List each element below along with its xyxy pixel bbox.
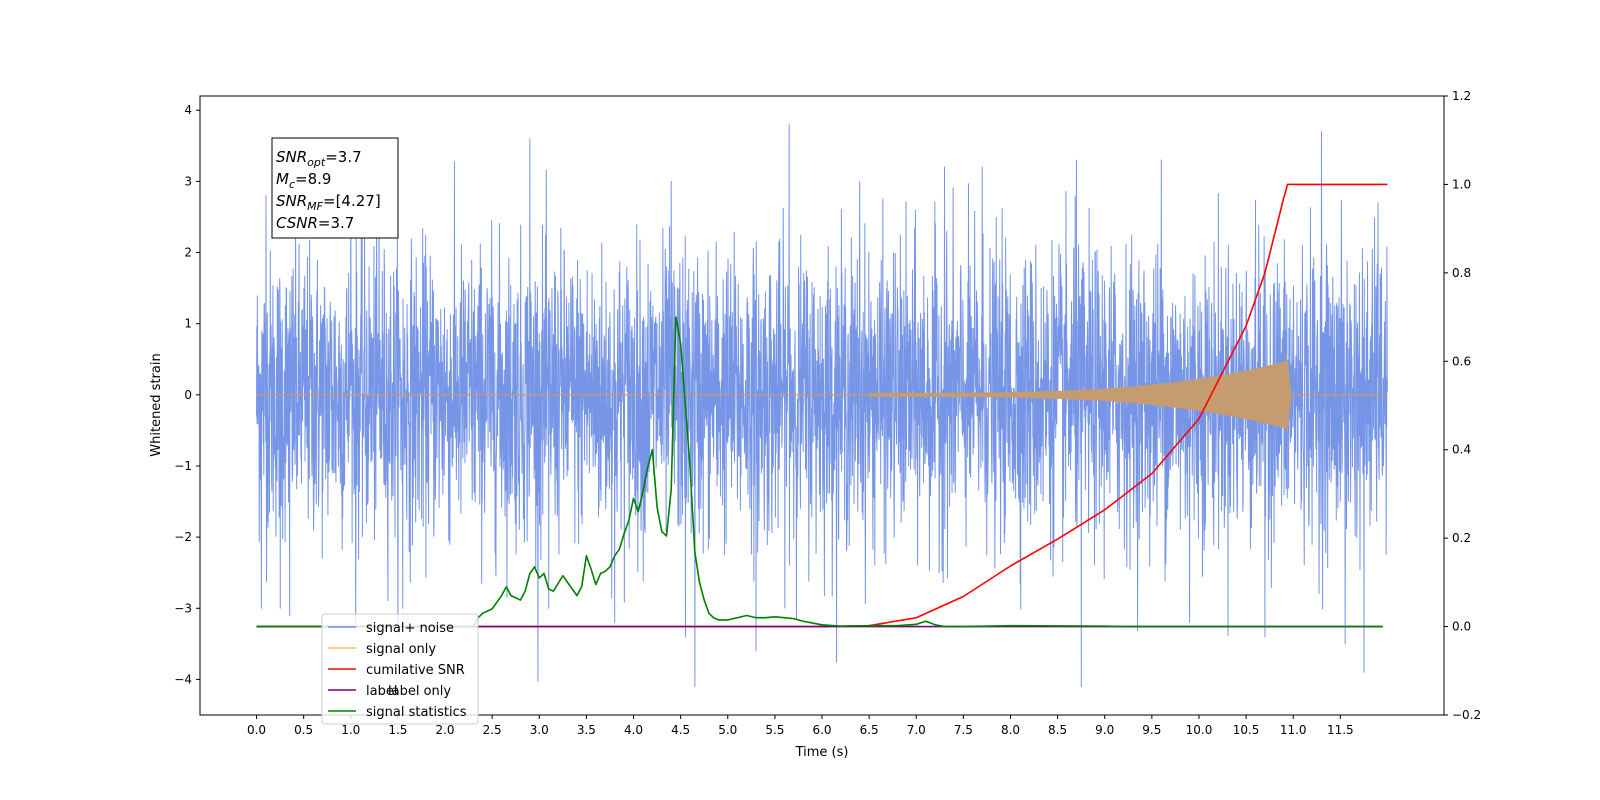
x-tick-label: 2.0 bbox=[435, 723, 454, 737]
x-tick-label: 10.5 bbox=[1233, 723, 1260, 737]
annotation-symbol: SNR bbox=[276, 192, 307, 210]
series-line-cumilative-snr bbox=[256, 183, 1388, 628]
annotation-line: SNRMF=[4.27] bbox=[276, 192, 381, 213]
legend-frame bbox=[321, 613, 479, 725]
x-tick-label: 5.0 bbox=[718, 723, 737, 737]
x-tick-label: 11.0 bbox=[1280, 723, 1307, 737]
x-tick-label: 1.0 bbox=[341, 723, 360, 737]
x-tick-label: 6.0 bbox=[812, 723, 831, 737]
x-tick-label: 4.5 bbox=[671, 723, 690, 737]
y-tick-label-right: 0.6 bbox=[1452, 354, 1471, 368]
x-tick-label: 3.0 bbox=[530, 723, 549, 737]
x-tick-label: 0.0 bbox=[247, 723, 266, 737]
legend: label only signal+ noise signal only cumila… bbox=[321, 613, 479, 725]
legend-entry-label: signal+ noise bbox=[366, 621, 454, 636]
x-tick-label: 7.5 bbox=[954, 723, 973, 737]
y-tick-label: −2 bbox=[174, 530, 192, 544]
y-tick-label-right: 0.0 bbox=[1452, 620, 1471, 634]
annotation-value: =3.7 bbox=[325, 148, 361, 166]
series-line-signal-statistics bbox=[256, 316, 1383, 628]
y-tick-label: 4 bbox=[184, 103, 192, 117]
x-tick-label: 10.0 bbox=[1186, 723, 1213, 737]
annotation-line: CSNR=3.7 bbox=[276, 214, 354, 232]
x-tick-label: 7.0 bbox=[907, 723, 926, 737]
annotation-subscript: c bbox=[289, 178, 295, 191]
x-axis-label: Time (s) bbox=[795, 745, 849, 760]
y-axis-left: −4 −3 −2 −1 0 1 2 3 4 bbox=[174, 103, 200, 686]
x-axis: 0.0 0.5 1.0 1.5 2.0 2.5 3.0 3.5 4.0 4.5 5.0 5.5 6.0 6… bbox=[247, 715, 1354, 737]
y-tick-label: −1 bbox=[174, 459, 192, 473]
annotation-line: SNRopt=3.7 bbox=[276, 148, 362, 169]
annotation-value: =3.7 bbox=[318, 214, 354, 232]
x-tick-label: 9.0 bbox=[1095, 723, 1114, 737]
y-tick-label-right: 1.2 bbox=[1452, 89, 1471, 103]
x-tick-label: 8.0 bbox=[1001, 723, 1020, 737]
y-tick-label-right: 0.4 bbox=[1452, 443, 1471, 457]
y-axis-label: Whitened strain bbox=[149, 353, 164, 456]
y-tick-label: −3 bbox=[174, 601, 192, 615]
y-tick-label-right: 0.2 bbox=[1452, 531, 1471, 545]
series-line-signal-only bbox=[256, 354, 1388, 433]
legend-entry-label: signal only bbox=[366, 642, 436, 657]
x-tick-label: 11.5 bbox=[1327, 723, 1354, 737]
y-tick-label: 2 bbox=[184, 246, 192, 260]
annotation-line: Mc=8.9 bbox=[276, 170, 331, 191]
legend-entry-label: signal statistics bbox=[366, 705, 467, 720]
y-tick-label: 1 bbox=[184, 317, 192, 331]
y-axis-right: −0.2 0.0 0.2 0.4 0.6 0.8 1.0 1.2 bbox=[1444, 89, 1481, 722]
annotation-value: =[4.27] bbox=[323, 192, 381, 210]
x-tick-label: 9.5 bbox=[1142, 723, 1161, 737]
x-tick-label: 3.5 bbox=[577, 723, 596, 737]
annotation-value: =8.9 bbox=[295, 170, 331, 188]
legend-overlapped-text: label only bbox=[388, 684, 451, 699]
y-tick-label-right: −0.2 bbox=[1452, 708, 1481, 722]
y-tick-label: −4 bbox=[174, 672, 192, 686]
annotation-symbol: SNR bbox=[276, 148, 307, 166]
annotation-subscript: MF bbox=[307, 200, 323, 213]
series-signal-only bbox=[256, 354, 1388, 433]
x-tick-label: 1.5 bbox=[388, 723, 407, 737]
annotation-symbol: CSNR bbox=[276, 214, 318, 232]
y-tick-label-right: 1.0 bbox=[1452, 177, 1471, 191]
annotation-frame bbox=[271, 137, 399, 239]
annotation-subscript: opt bbox=[307, 156, 326, 169]
y-tick-label: 3 bbox=[184, 174, 192, 188]
x-tick-label: 5.5 bbox=[765, 723, 784, 737]
legend-entry-label: cumilative SNR bbox=[366, 663, 465, 678]
x-tick-label: 0.5 bbox=[294, 723, 313, 737]
x-tick-label: 4.0 bbox=[624, 723, 643, 737]
x-tick-label: 6.5 bbox=[860, 723, 879, 737]
y-tick-label: 0 bbox=[184, 388, 192, 402]
y-tick-label-right: 0.8 bbox=[1452, 266, 1471, 280]
legend-entry-label: label bbox=[366, 684, 397, 699]
annotation-symbol: M bbox=[276, 170, 289, 188]
x-tick-label: 8.5 bbox=[1048, 723, 1067, 737]
x-tick-label: 2.5 bbox=[483, 723, 502, 737]
